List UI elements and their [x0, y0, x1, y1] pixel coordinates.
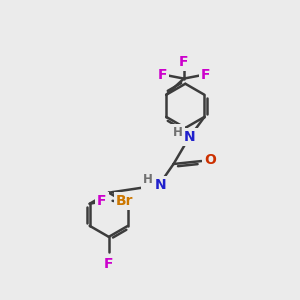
Text: F: F	[97, 194, 107, 208]
Text: F: F	[201, 68, 210, 82]
Text: F: F	[157, 68, 167, 82]
Text: N: N	[154, 178, 166, 192]
Text: N: N	[184, 130, 196, 144]
Text: H: H	[173, 126, 183, 139]
Text: F: F	[179, 55, 189, 69]
Text: H: H	[143, 173, 153, 186]
Text: Br: Br	[116, 194, 134, 208]
Text: O: O	[204, 153, 216, 167]
Text: F: F	[104, 257, 113, 272]
